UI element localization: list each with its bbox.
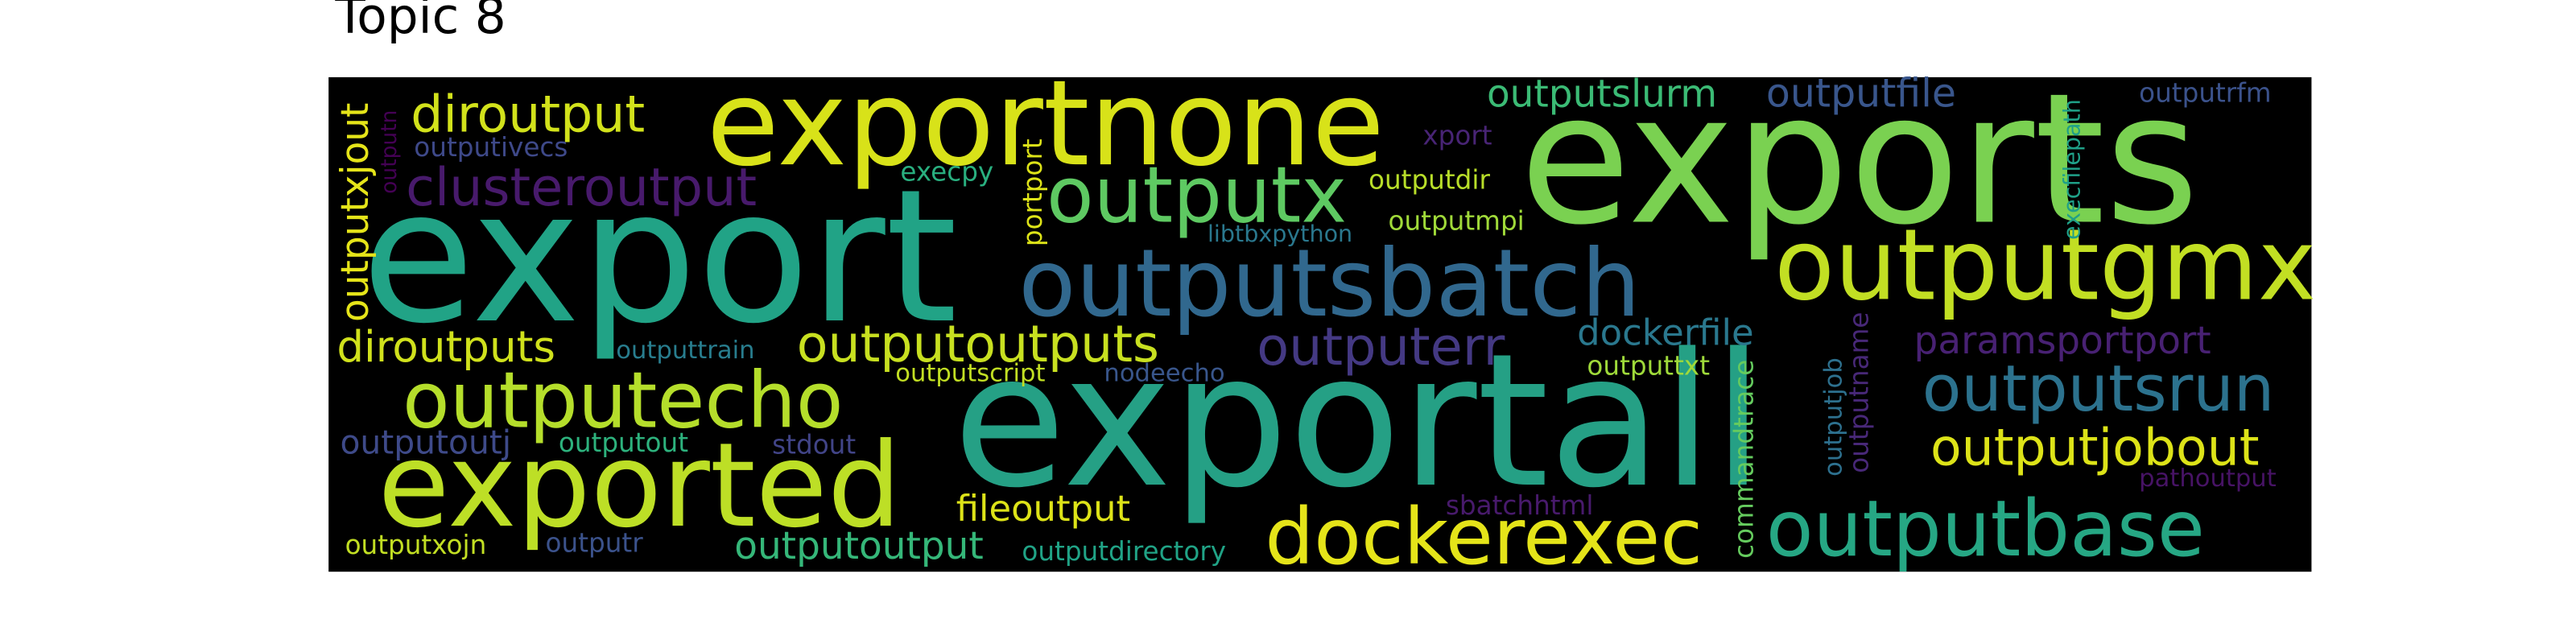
word: outputtrain [616,336,754,365]
word: outputecho [402,356,844,446]
word: exports [1520,55,2199,265]
word: outputmpi [1388,206,1524,237]
word: dockerexec [1265,492,1703,582]
word: execfilepath [2058,99,2086,240]
word: stdout [772,429,856,460]
word: portport [1018,138,1048,246]
word: exportnone [707,55,1385,192]
word: nodeecho [1104,359,1224,387]
word: outputoutj [340,423,511,461]
word: exported [378,419,901,554]
word: outputjob [1820,357,1848,477]
word: outputx [1046,151,1347,241]
word: outputsrun [1922,351,2275,426]
word: diroutputs [336,322,555,372]
word: outputoutputs [797,314,1159,374]
word: outputrfm [2139,78,2271,109]
word: outputn [377,110,402,194]
cloud-background [328,76,2312,572]
word: outputscript [895,359,1045,387]
word: pathoutput [2139,464,2277,493]
word: outputslurm [1487,72,1717,117]
word: diroutput [411,84,645,143]
word: outputxjout [333,103,378,322]
word: dockerfile [1577,312,1753,354]
word: outputname [1843,312,1874,473]
word: outputdir [1368,165,1490,196]
word: outputoutput [734,524,984,568]
word: outputtxt [1587,350,1710,381]
word: outputjobout [1930,418,2260,477]
word: export [361,150,957,364]
word: outputgmx [1774,207,2316,322]
word: sbatchhtml [1446,490,1594,521]
word: xport [1422,121,1492,151]
word: exportall [953,314,1764,528]
word: paramsportport [1914,319,2211,363]
word: execpy [900,156,993,187]
word: outputout [559,427,688,458]
word: outputdirectory [1022,536,1226,567]
word: fileoutput [956,487,1130,530]
word: libtbxpython [1208,220,1352,247]
word: outputr [546,528,644,559]
word: outputivecs [414,132,568,163]
word: commandtrace [1729,360,1760,559]
word: outputbase [1766,484,2205,574]
title: Topic 8 [334,0,506,45]
word: outputerr [1257,316,1505,378]
word: clusteroutput [406,157,757,218]
word: outputfile [1766,71,1956,117]
word: outputsbatch [1018,229,1641,338]
word: outputxojn [345,530,487,560]
